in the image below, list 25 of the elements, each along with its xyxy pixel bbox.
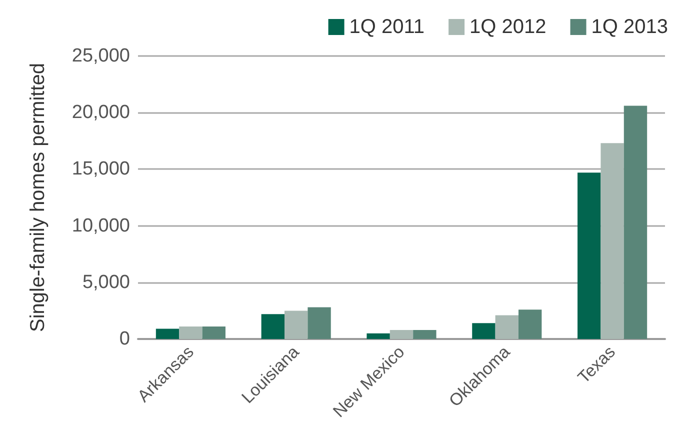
bar — [413, 330, 436, 339]
bar — [390, 330, 414, 339]
bar — [495, 315, 518, 339]
bar — [308, 307, 331, 339]
bar — [472, 323, 496, 339]
y-tick-label: 0 — [119, 328, 130, 350]
y-tick-label: 20,000 — [72, 102, 130, 124]
legend-label: 1Q 2011 — [349, 16, 425, 38]
legend-label: 1Q 2012 — [470, 16, 546, 38]
bar — [624, 106, 648, 339]
y-axis-title: Single-family homes permitted — [27, 63, 49, 332]
y-tick-label: 10,000 — [72, 215, 130, 236]
y-tick-label: 25,000 — [72, 46, 130, 66]
bar — [600, 143, 624, 339]
bar — [518, 310, 542, 339]
bar — [156, 328, 180, 339]
bar — [179, 326, 202, 339]
bar — [366, 333, 390, 339]
y-tick-label: 15,000 — [72, 158, 130, 180]
legend-label: 1Q 2013 — [591, 16, 668, 38]
y-tick-label: 5,000 — [82, 272, 130, 293]
bar — [284, 310, 308, 339]
bar — [202, 326, 226, 339]
bar — [578, 172, 601, 339]
bar — [261, 314, 285, 339]
